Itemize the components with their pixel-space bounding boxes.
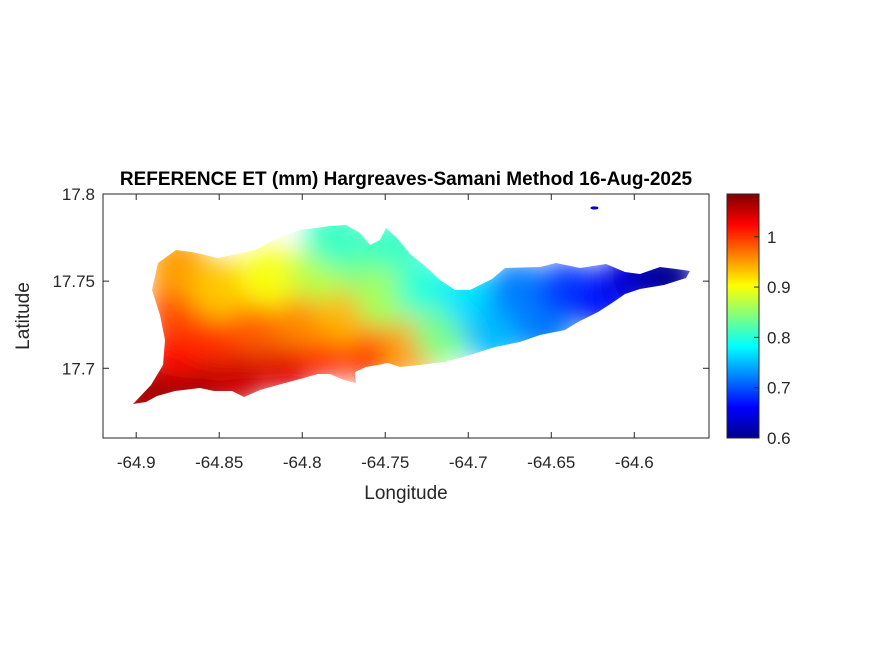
x-tick-label: -64.75 bbox=[361, 453, 409, 472]
y-tick-label: 17.8 bbox=[62, 185, 95, 204]
x-tick-label: -64.9 bbox=[117, 453, 156, 472]
x-tick-label: -64.8 bbox=[283, 453, 322, 472]
y-tick-label: 17.75 bbox=[52, 272, 95, 291]
x-axis-label: Longitude bbox=[364, 483, 447, 504]
y-tick-label: 17.7 bbox=[62, 359, 95, 378]
data-point-islet bbox=[590, 206, 599, 210]
colorbar-ticks: 0.6 0.7 0.8 0.9 1 bbox=[754, 228, 791, 448]
colorbar-tick-label: 0.8 bbox=[767, 328, 791, 347]
colorbar-tick-label: 0.7 bbox=[767, 379, 791, 398]
x-tick-label: -64.65 bbox=[527, 453, 575, 472]
heatmap-surface bbox=[133, 225, 690, 404]
x-tick-label: -64.7 bbox=[449, 453, 488, 472]
data-point-19 bbox=[305, 225, 366, 268]
colorbar-tick-label: 0.6 bbox=[767, 429, 791, 448]
y-axis-ticks: 17.7 17.75 17.8 bbox=[52, 185, 709, 378]
colorbar-tick-label: 0.9 bbox=[767, 278, 791, 297]
chart-title: REFERENCE ET (mm) Hargreaves-Samani Meth… bbox=[120, 169, 693, 190]
colorbar-tick-label: 1 bbox=[767, 228, 776, 247]
y-axis-label: Latitude bbox=[13, 282, 34, 350]
x-tick-label: -64.6 bbox=[615, 453, 654, 472]
data-point-15 bbox=[189, 259, 250, 320]
colorbar bbox=[726, 193, 760, 439]
x-axis-ticks: -64.9 -64.85 -64.8 -64.75 -64.7 -64.65 -64.6 bbox=[117, 194, 654, 472]
small-islet bbox=[590, 206, 599, 210]
x-tick-label: -64.85 bbox=[195, 453, 243, 472]
data-point-16 bbox=[239, 247, 300, 308]
